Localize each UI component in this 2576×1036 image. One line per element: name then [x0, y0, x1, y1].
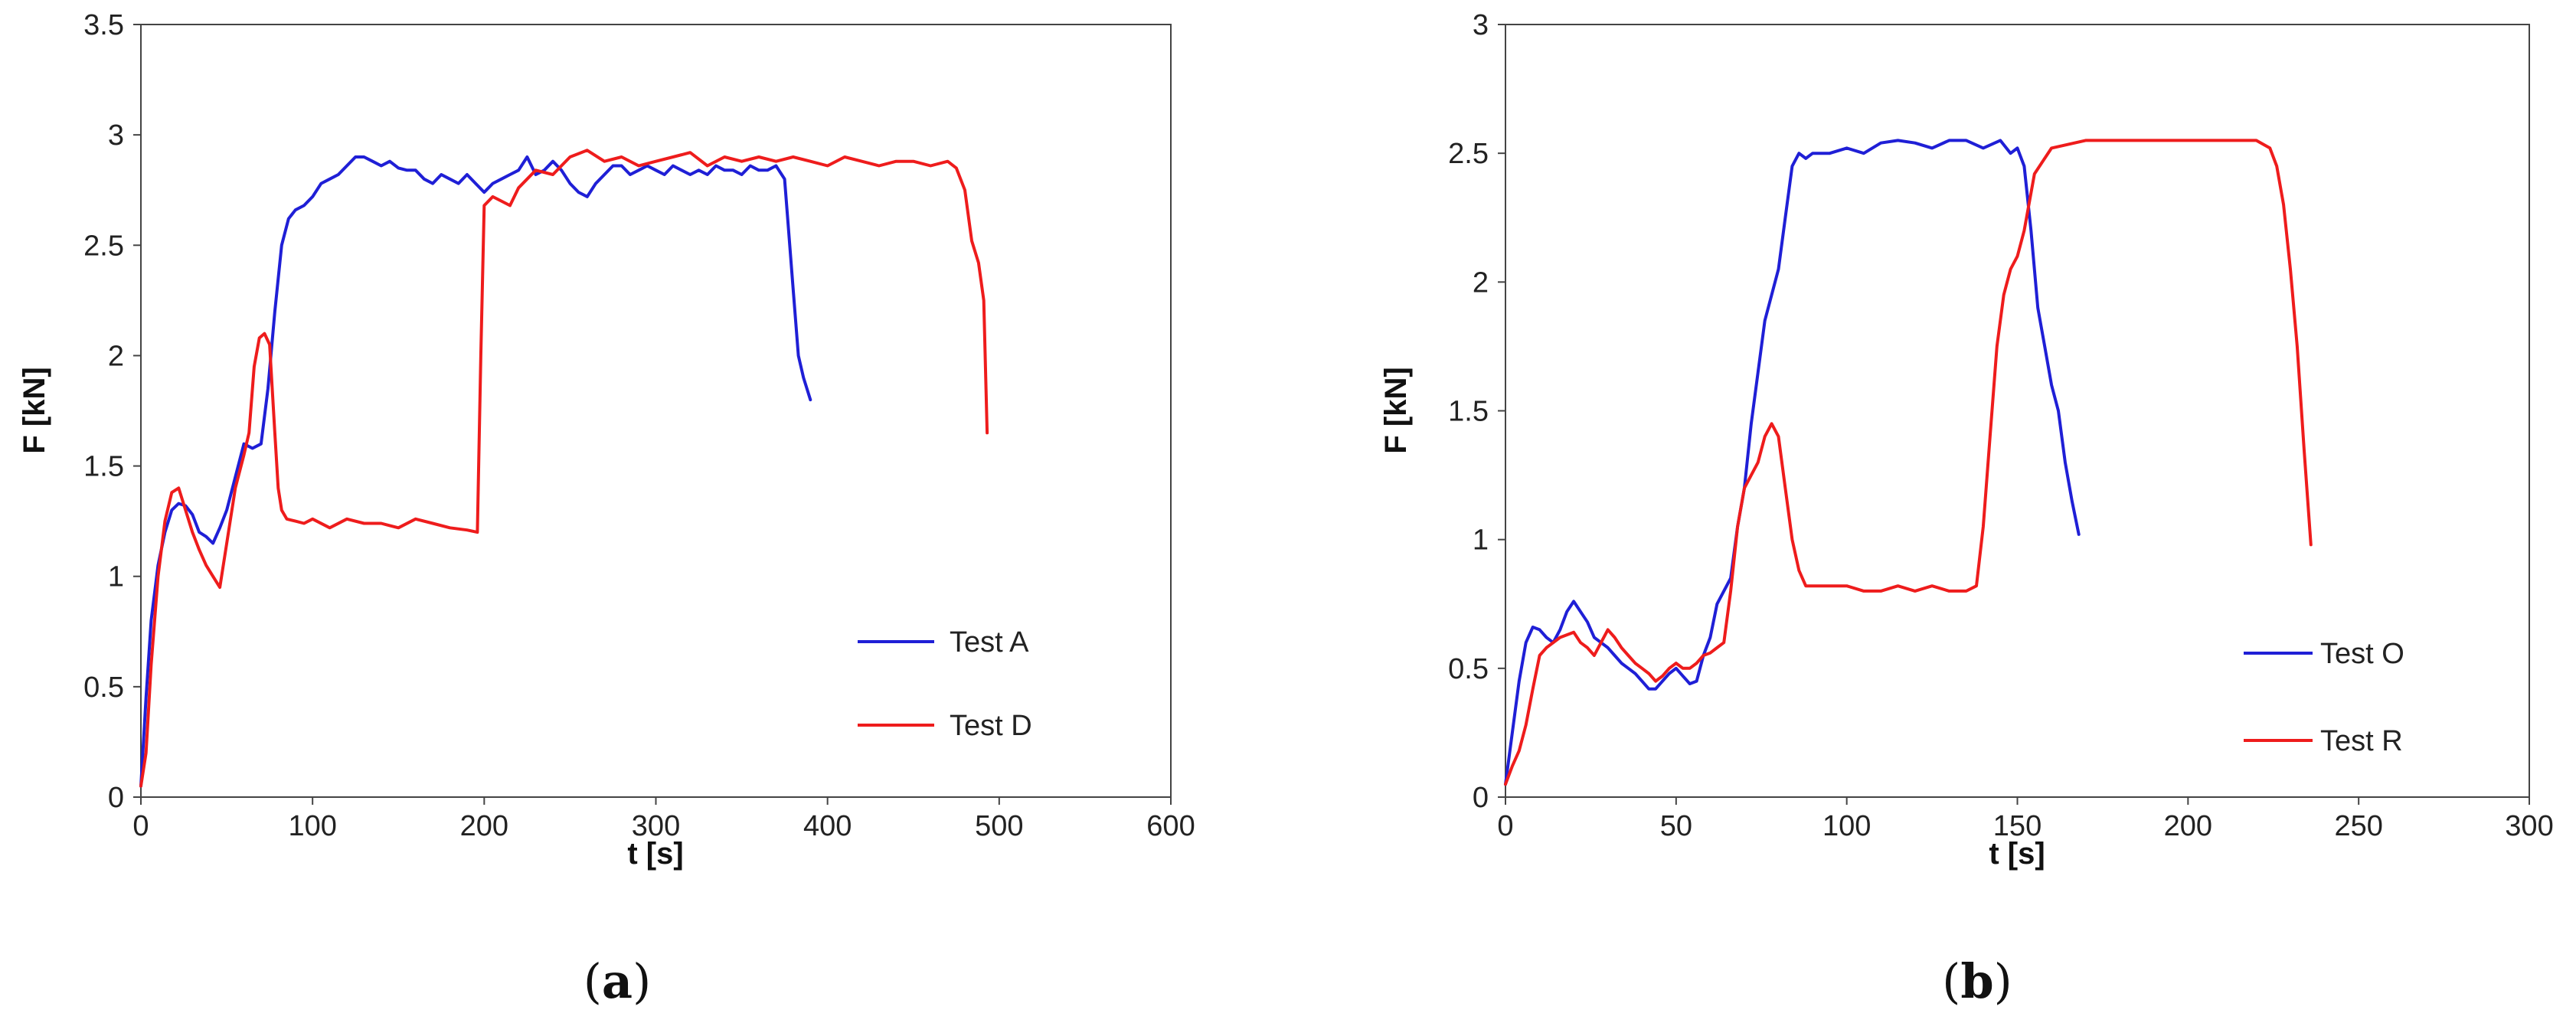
panel-a-xlabel: t [s]: [627, 837, 683, 871]
panel-b-plot-frame: [1505, 24, 2530, 798]
x-tick-label: 0: [132, 810, 149, 842]
x-tick-label: 600: [1146, 810, 1195, 842]
y-tick-label: 2: [1473, 266, 1489, 299]
x-tick-label: 300: [2505, 810, 2553, 842]
y-tick-label: 2.5: [1448, 138, 1489, 170]
series-line-test-a: [139, 155, 812, 788]
x-tick-label: 50: [1660, 810, 1692, 842]
legend-label-test-o: Test O: [2320, 638, 2404, 670]
y-tick-label: 2: [108, 340, 124, 372]
y-tick-label: 0.5: [83, 672, 124, 704]
y-tick-label: 0.5: [1448, 653, 1489, 685]
x-tick-label: 400: [803, 810, 852, 842]
y-tick-label: 3: [1473, 9, 1489, 41]
legend-label-test-a: Test A: [950, 626, 1029, 659]
panel-b-legend: Test O Test R: [2244, 638, 2404, 757]
series-line-test-o: [1504, 139, 2081, 786]
y-tick-label: 0: [108, 782, 124, 814]
legend-label-test-d: Test D: [950, 710, 1032, 742]
y-tick-label: 0: [1473, 782, 1489, 814]
series-line-test-r: [1504, 139, 2313, 786]
panel-b-xlabel: t [s]: [1989, 837, 2045, 871]
y-tick-label: 1: [1473, 525, 1489, 557]
panel-a-chart: 0 100 200 300 400 500 600 0 0.5 1 1.5 2 2.5 3 3.5 t [s…: [18, 9, 1195, 1009]
legend-label-test-r: Test R: [2320, 725, 2403, 757]
y-tick-label: 3: [108, 119, 124, 152]
y-tick-label: 2.5: [83, 230, 124, 262]
panel-a-caption: (a): [584, 953, 652, 1009]
series-line-test-d: [139, 149, 989, 788]
x-tick-label: 100: [1822, 810, 1871, 842]
panel-a-legend: Test A Test D: [858, 626, 1032, 742]
x-tick-label: 200: [460, 810, 508, 842]
x-tick-label: 250: [2334, 810, 2382, 842]
x-tick-label: 0: [1497, 810, 1513, 842]
panel-b-ylabel: F [kN]: [1379, 367, 1413, 453]
y-tick-label: 1.5: [1448, 396, 1489, 428]
y-tick-label: 3.5: [83, 9, 124, 41]
panel-b-caption: (b): [1942, 953, 2012, 1009]
y-tick-label: 1: [108, 561, 124, 593]
x-tick-label: 500: [975, 810, 1023, 842]
panel-a-ylabel: F [kN]: [18, 367, 51, 453]
panel-b-chart: 0 50 100 150 200 250 300 0 0.5 1 1.5 2 2.5 3 t [s] F …: [1379, 9, 2554, 1009]
panel-a-plot-frame: [140, 24, 1172, 798]
x-tick-label: 300: [632, 810, 680, 842]
x-tick-label: 100: [288, 810, 336, 842]
x-tick-label: 200: [2164, 810, 2212, 842]
x-tick-label: 150: [1993, 810, 2042, 842]
y-tick-label: 1.5: [83, 451, 124, 483]
